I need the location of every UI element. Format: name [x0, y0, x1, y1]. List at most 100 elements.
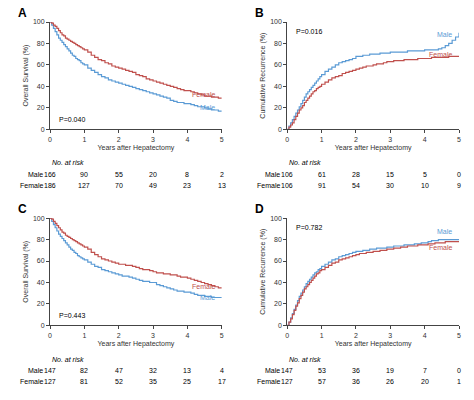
- svg-text:15: 15: [386, 171, 394, 178]
- svg-text:53: 53: [318, 367, 326, 374]
- svg-text:10: 10: [421, 182, 429, 189]
- svg-text:0: 0: [457, 367, 461, 374]
- svg-text:1: 1: [320, 136, 324, 143]
- svg-text:54: 54: [352, 182, 360, 189]
- svg-text:147: 147: [44, 367, 56, 374]
- svg-text:0: 0: [48, 332, 52, 339]
- svg-text:Female: Female: [429, 51, 452, 58]
- svg-text:25: 25: [183, 378, 191, 385]
- svg-text:82: 82: [80, 367, 88, 374]
- svg-text:4: 4: [185, 136, 189, 143]
- svg-text:2: 2: [354, 332, 358, 339]
- svg-text:Years after Hepatectomy: Years after Hepatectomy: [335, 340, 412, 348]
- svg-text:Years after Hepatectomy: Years after Hepatectomy: [335, 144, 412, 152]
- svg-text:81: 81: [80, 378, 88, 385]
- svg-text:1: 1: [82, 136, 86, 143]
- svg-text:60: 60: [274, 61, 282, 68]
- svg-text:55: 55: [115, 171, 123, 178]
- svg-text:Male: Male: [265, 171, 280, 178]
- svg-text:20: 20: [421, 378, 429, 385]
- svg-text:127: 127: [44, 378, 56, 385]
- svg-text:B: B: [255, 6, 264, 20]
- svg-text:3: 3: [388, 332, 392, 339]
- svg-text:60: 60: [274, 257, 282, 264]
- svg-text:100: 100: [33, 18, 45, 25]
- svg-text:C: C: [18, 202, 27, 216]
- svg-text:Male: Male: [265, 367, 280, 374]
- svg-text:106: 106: [281, 171, 293, 178]
- svg-text:30: 30: [386, 182, 394, 189]
- svg-text:Cumulative Recurrence (%): Cumulative Recurrence (%): [259, 33, 267, 119]
- svg-text:1: 1: [82, 332, 86, 339]
- svg-text:2: 2: [117, 136, 121, 143]
- svg-text:9: 9: [457, 182, 461, 189]
- svg-text:0: 0: [285, 332, 289, 339]
- svg-text:61: 61: [318, 171, 326, 178]
- svg-text:36: 36: [352, 378, 360, 385]
- svg-text:3: 3: [151, 332, 155, 339]
- svg-text:Overall Survival (%): Overall Survival (%): [22, 45, 30, 107]
- svg-text:Female: Female: [257, 182, 280, 189]
- svg-text:P=0.443: P=0.443: [59, 312, 85, 319]
- svg-text:28: 28: [352, 171, 360, 178]
- svg-text:100: 100: [33, 215, 45, 222]
- svg-text:52: 52: [115, 378, 123, 385]
- svg-text:0: 0: [41, 322, 45, 329]
- svg-text:5: 5: [457, 136, 461, 143]
- svg-text:A: A: [18, 6, 27, 20]
- svg-text:4: 4: [423, 136, 427, 143]
- svg-text:No. at risk: No. at risk: [289, 356, 321, 363]
- svg-text:100: 100: [270, 18, 282, 25]
- svg-text:49: 49: [149, 182, 157, 189]
- svg-text:32: 32: [149, 367, 157, 374]
- svg-text:13: 13: [183, 367, 191, 374]
- svg-text:3: 3: [151, 136, 155, 143]
- svg-text:3: 3: [388, 136, 392, 143]
- svg-text:No. at risk: No. at risk: [52, 356, 84, 363]
- svg-text:19: 19: [386, 367, 394, 374]
- svg-text:5: 5: [457, 332, 461, 339]
- svg-text:26: 26: [386, 378, 394, 385]
- svg-text:106: 106: [281, 182, 293, 189]
- svg-text:0: 0: [41, 126, 45, 133]
- svg-text:No. at risk: No. at risk: [289, 159, 321, 166]
- svg-text:20: 20: [274, 104, 282, 111]
- svg-text:20: 20: [37, 104, 45, 111]
- svg-text:80: 80: [274, 40, 282, 47]
- svg-text:D: D: [255, 202, 264, 216]
- svg-text:Years after Hepatectomy: Years after Hepatectomy: [97, 144, 174, 152]
- svg-text:47: 47: [115, 367, 123, 374]
- svg-text:57: 57: [318, 378, 326, 385]
- svg-text:80: 80: [274, 236, 282, 243]
- svg-text:20: 20: [149, 171, 157, 178]
- svg-text:Male: Male: [200, 104, 215, 111]
- svg-text:127: 127: [281, 378, 293, 385]
- svg-text:Female: Female: [429, 244, 452, 251]
- svg-text:0: 0: [285, 136, 289, 143]
- svg-text:4: 4: [185, 332, 189, 339]
- svg-text:17: 17: [218, 378, 226, 385]
- svg-text:Female: Female: [257, 378, 280, 385]
- svg-text:Female: Female: [192, 91, 215, 98]
- svg-text:147: 147: [281, 367, 293, 374]
- svg-text:P=0.782: P=0.782: [296, 224, 322, 231]
- svg-text:70: 70: [115, 182, 123, 189]
- svg-text:20: 20: [274, 300, 282, 307]
- svg-text:5: 5: [220, 332, 224, 339]
- svg-text:P=0.040: P=0.040: [59, 116, 85, 123]
- svg-text:Male: Male: [437, 31, 452, 38]
- svg-text:4: 4: [220, 367, 224, 374]
- svg-text:Female: Female: [192, 283, 215, 290]
- svg-text:8: 8: [185, 171, 189, 178]
- svg-text:166: 166: [44, 171, 56, 178]
- svg-text:5: 5: [220, 136, 224, 143]
- svg-text:1: 1: [320, 332, 324, 339]
- svg-text:Male: Male: [200, 294, 215, 301]
- svg-text:P=0.016: P=0.016: [296, 28, 322, 35]
- svg-text:90: 90: [80, 171, 88, 178]
- svg-text:Male: Male: [28, 367, 43, 374]
- svg-text:36: 36: [352, 367, 360, 374]
- svg-text:2: 2: [117, 332, 121, 339]
- svg-text:100: 100: [270, 215, 282, 222]
- svg-text:Overall Survival (%): Overall Survival (%): [22, 241, 30, 303]
